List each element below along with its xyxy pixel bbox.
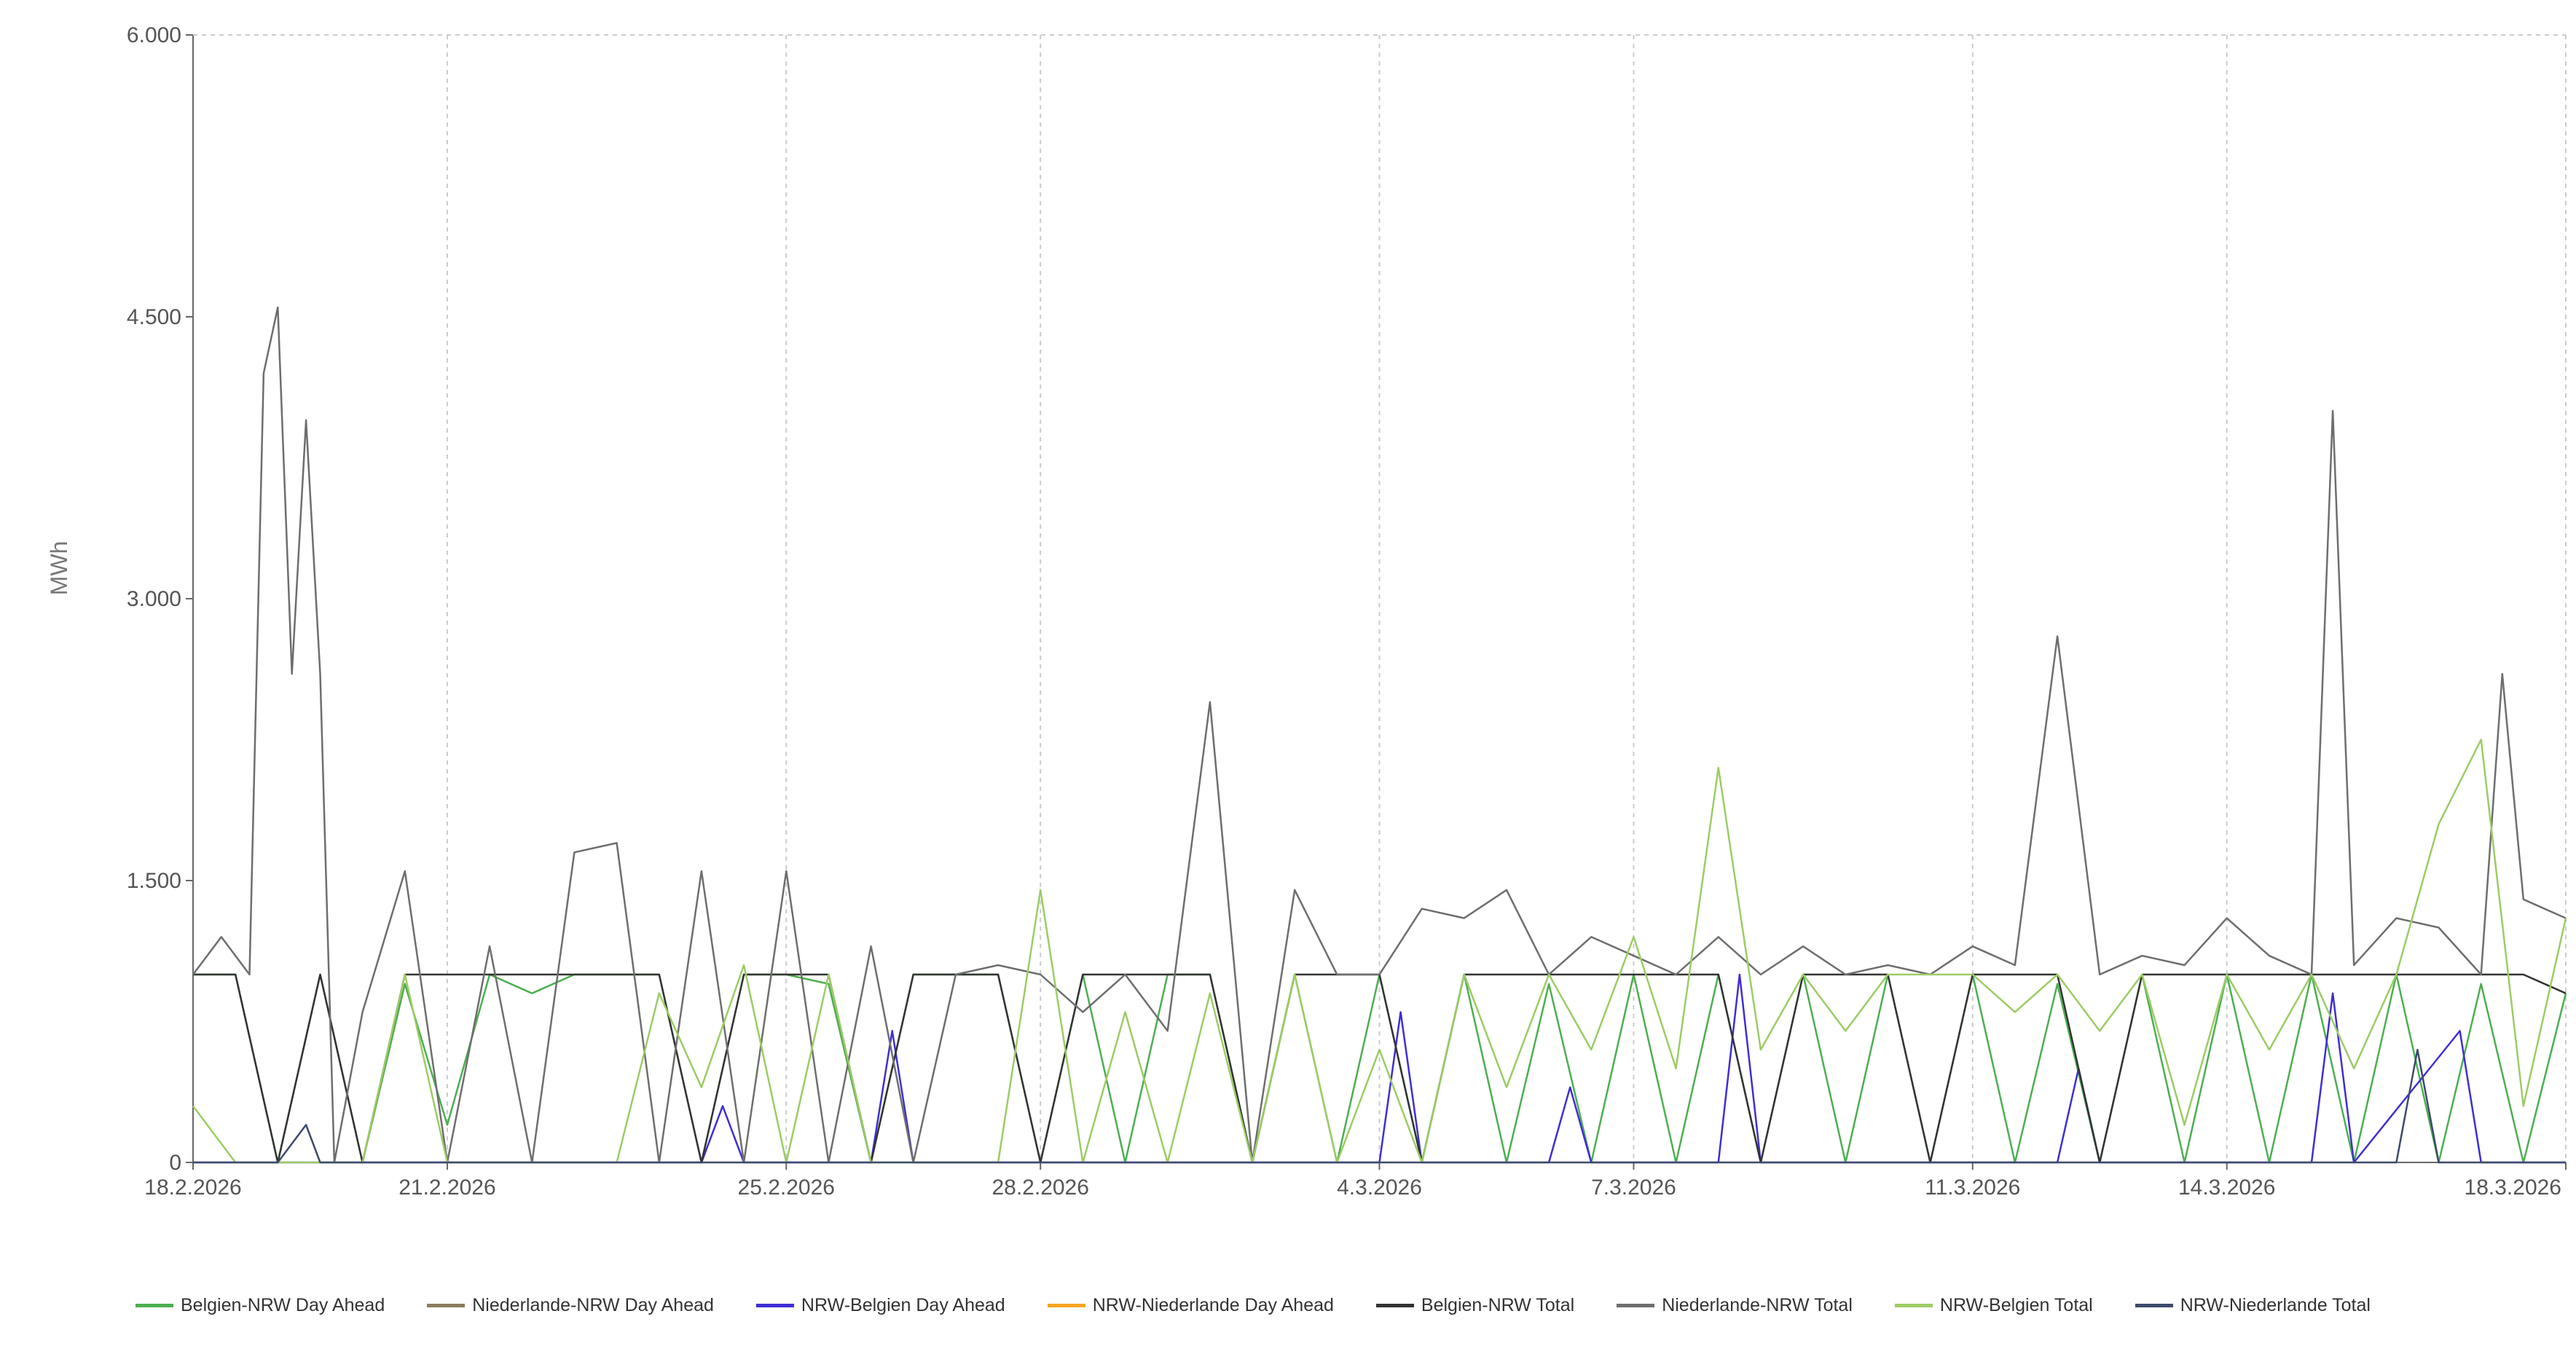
legend-item-nrw-niederlande-day-ahead[interactable]: NRW-Niederlande Day Ahead	[1047, 1295, 1334, 1316]
series-layer	[192, 306, 2567, 1164]
x-tick-label: 25.2.2026	[738, 1176, 835, 1200]
y-tick-label: 3.000	[127, 587, 181, 611]
legend-item-niederlande-nrw-day-ahead[interactable]: Niederlande-NRW Day Ahead	[427, 1295, 714, 1316]
legend-item-belgien-nrw-day-ahead[interactable]: Belgien-NRW Day Ahead	[136, 1295, 385, 1316]
x-gridlines	[446, 35, 2228, 1162]
series-line-nrw-niederlande-total	[193, 1048, 2566, 1164]
legend-label: NRW-Belgien Total	[1939, 1295, 2093, 1315]
legend-label: NRW-Niederlande Total	[2180, 1295, 2371, 1315]
series-line-niederlande-nrw-total	[192, 306, 2567, 1164]
legend-label: NRW-Belgien Day Ahead	[801, 1295, 1005, 1315]
legend-label: Belgien-NRW Day Ahead	[181, 1295, 385, 1315]
x-tick-label: 4.3.2026	[1337, 1176, 1422, 1200]
x-tick-label: 18.3.2026	[2465, 1176, 2561, 1200]
legend-swatch	[2135, 1304, 2173, 1307]
series-line-nrw-belgien-total	[192, 739, 2567, 1164]
x-tick-label: 14.3.2026	[2178, 1176, 2275, 1200]
y-tick-label: 1.500	[127, 869, 181, 893]
legend-item-niederlande-nrw-total[interactable]: Niederlande-NRW Total	[1617, 1295, 1853, 1316]
chart-legend: Belgien-NRW Day Ahead Niederlande-NRW Day…	[136, 1295, 2413, 1316]
x-tick-label: 28.2.2026	[991, 1176, 1088, 1200]
legend-item-nrw-niederlande-total[interactable]: NRW-Niederlande Total	[2135, 1295, 2371, 1316]
x-tick-labels: 18.2.2026 21.2.2026 25.2.2026 28.2.2026 4.3.…	[144, 1162, 2567, 1200]
legend-label: Niederlande-NRW Total	[1662, 1295, 1853, 1315]
y-tick-label: 0	[169, 1151, 181, 1175]
legend-swatch	[1047, 1304, 1085, 1307]
legend-swatch	[1894, 1304, 1933, 1307]
legend-label: Belgien-NRW Total	[1421, 1295, 1575, 1315]
legend-label: Niederlande-NRW Day Ahead	[472, 1295, 714, 1315]
x-tick-label: 11.3.2026	[1925, 1176, 2020, 1200]
legend-item-belgien-nrw-total[interactable]: Belgien-NRW Total	[1375, 1295, 1575, 1316]
y-axis-label: MWh	[46, 541, 72, 596]
x-tick-label: 7.3.2026	[1591, 1176, 1676, 1200]
legend-label: NRW-Niederlande Day Ahead	[1092, 1295, 1334, 1315]
legend-swatch	[1617, 1304, 1655, 1307]
y-tick-label: 4.500	[127, 305, 181, 329]
legend-swatch	[427, 1304, 466, 1307]
x-tick-label: 18.2.2026	[144, 1176, 241, 1200]
legend-swatch	[1375, 1304, 1414, 1307]
x-tick-label: 21.2.2026	[398, 1176, 495, 1200]
legend-swatch	[755, 1304, 794, 1307]
legend-item-nrw-belgien-total[interactable]: NRW-Belgien Total	[1894, 1295, 2093, 1316]
legend-item-nrw-belgien-day-ahead[interactable]: NRW-Belgien Day Ahead	[755, 1295, 1005, 1316]
legend-swatch	[136, 1304, 173, 1307]
y-tick-label: 6.000	[127, 23, 181, 47]
y-tick-labels: 0 1.500 3.000 4.500 6.000	[127, 23, 193, 1175]
